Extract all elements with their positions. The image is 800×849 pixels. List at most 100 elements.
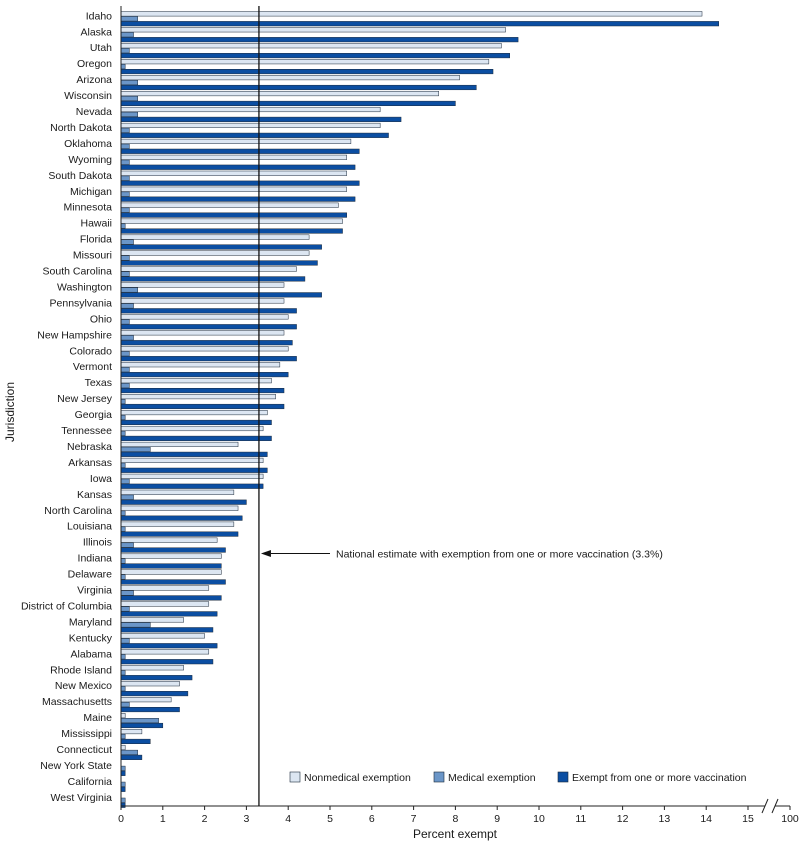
category-label: New Hampshire: [37, 329, 112, 341]
bar-exempt-total: [120, 21, 719, 27]
bar-medical: [120, 143, 130, 149]
bar-medical: [120, 590, 134, 596]
bar-nonmedical: [120, 138, 352, 144]
bar-nonmedical: [120, 11, 703, 17]
bar-exempt-total: [120, 659, 214, 665]
bar-medical: [120, 367, 130, 373]
bar-nonmedical: [120, 314, 289, 320]
category-label: Delaware: [68, 569, 113, 581]
bar-nonmedical: [120, 441, 239, 447]
bar-exempt-total: [120, 802, 126, 808]
legend-label: Medical exemption: [448, 772, 536, 784]
bar-exempt-total: [120, 547, 226, 553]
bar-nonmedical: [120, 362, 281, 368]
bar-exempt-total: [120, 100, 456, 107]
bar-exempt-total: [120, 116, 402, 122]
bar-exempt-total: [120, 132, 389, 138]
bar-medical: [120, 239, 134, 245]
bar-nonmedical: [120, 91, 439, 97]
bar-nonmedical: [120, 521, 235, 527]
bar-medical: [120, 414, 126, 421]
bar-medical: [120, 622, 151, 628]
category-label: Nebraska: [67, 441, 112, 453]
axis-break-mark: [771, 798, 779, 814]
bar-exempt-total: [120, 196, 356, 202]
bar-nonmedical: [120, 59, 490, 65]
category-label: California: [68, 776, 113, 788]
category-label: Maine: [83, 712, 112, 724]
bar-nonmedical: [120, 266, 297, 272]
bar-medical: [120, 255, 130, 261]
bar-exempt-total: [120, 563, 222, 569]
bar-medical: [120, 765, 126, 771]
bar-exempt-total: [120, 356, 297, 362]
category-label: New Mexico: [55, 680, 112, 692]
bar-exempt-total: [120, 770, 126, 776]
x-tick-label: 11: [575, 813, 586, 825]
bar-exempt-total: [120, 37, 519, 43]
bar-medical: [120, 175, 130, 181]
bar-medical: [120, 478, 130, 484]
bar-exempt-total: [120, 483, 264, 489]
bar-exempt-total: [120, 180, 360, 186]
category-label: Vermont: [73, 361, 112, 373]
bar-exempt-total: [120, 611, 218, 617]
reference-line-annotation: National estimate with exemption from on…: [336, 548, 663, 560]
category-label: Massachusetts: [42, 696, 112, 708]
x-tick-label: 100: [781, 813, 799, 825]
bar-nonmedical: [120, 473, 264, 479]
category-label: South Dakota: [48, 170, 112, 182]
bar-medical: [120, 749, 138, 756]
bar-exempt-total: [120, 754, 143, 760]
category-label: Louisiana: [67, 521, 112, 533]
category-label: Washington: [57, 281, 112, 293]
x-tick-label: 13: [659, 813, 671, 825]
bar-nonmedical: [120, 713, 126, 719]
bar-medical: [120, 303, 134, 309]
bar-medical: [120, 383, 130, 389]
bar-exempt-total: [120, 340, 293, 346]
category-label: Hawaii: [80, 218, 112, 230]
category-label: Arizona: [76, 74, 112, 86]
bar-medical: [120, 494, 134, 500]
category-label: Connecticut: [57, 744, 113, 756]
bar-exempt-total: [120, 164, 356, 170]
bar-nonmedical: [120, 601, 210, 607]
bar-medical: [120, 399, 126, 405]
category-label: Ohio: [90, 313, 112, 325]
x-tick-label: 10: [533, 813, 545, 825]
bar-medical: [120, 191, 130, 197]
bar-exempt-total: [120, 579, 226, 585]
category-label: West Virginia: [51, 792, 113, 804]
legend-swatch: [289, 771, 301, 783]
category-label: South Carolina: [43, 266, 113, 278]
y-axis-title: Jurisdiction: [3, 382, 17, 442]
category-label: Florida: [80, 234, 112, 246]
bar-exempt-total: [120, 308, 297, 314]
x-tick-label: 4: [285, 813, 291, 825]
category-label: Kansas: [77, 489, 112, 501]
bar-medical: [120, 287, 138, 293]
bar-nonmedical: [120, 457, 264, 463]
bar-nonmedical: [120, 649, 210, 655]
category-label: Alabama: [71, 648, 113, 660]
bar-medical: [120, 526, 126, 532]
bar-medical: [120, 718, 159, 724]
category-labels: Idaho Alaska Utah Oregon Arizona Wisconsin Nev…: [21, 10, 113, 804]
category-label: Utah: [90, 42, 112, 54]
bar-medical: [120, 574, 126, 580]
bar-nonmedical: [120, 202, 339, 208]
bar-nonmedical: [120, 170, 347, 176]
bar-medical: [120, 127, 130, 133]
bar-exempt-total: [120, 691, 189, 697]
bar-exempt-total: [120, 292, 322, 298]
bar-medical: [120, 48, 130, 54]
bar-medical: [120, 654, 126, 660]
bar-medical: [120, 159, 130, 165]
category-label: Oregon: [77, 58, 112, 70]
bar-medical: [120, 32, 134, 38]
bar-exempt-total: [120, 84, 477, 91]
bar-medical: [120, 558, 126, 564]
category-label: North Dakota: [50, 122, 112, 134]
bar-nonmedical: [120, 378, 272, 384]
